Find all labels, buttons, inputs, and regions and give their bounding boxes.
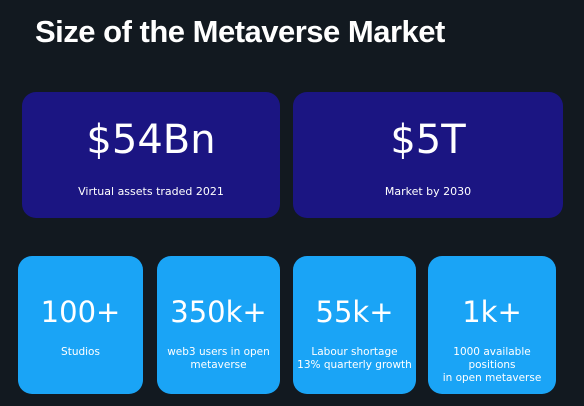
stat-label-line: Virtual assets traded 2021 (78, 185, 224, 198)
stat-label-line: Market by 2030 (384, 185, 472, 198)
stat-label-line: 1000 available positions (453, 346, 531, 371)
stat-label: Studios (22, 346, 139, 359)
stat-label: Labour shortage 13% quarterly growth (297, 346, 412, 372)
small-stat-card: 55k+ Labour shortage 13% quarterly growth (293, 256, 416, 394)
stat-value: $54Bn (86, 117, 216, 163)
stat-label-line: 13% quarterly growth (297, 359, 412, 371)
stat-value: 100+ (40, 295, 121, 329)
stat-value: 1k+ (462, 295, 522, 329)
small-stat-card: 1k+ 1000 available positions in open metav… (428, 256, 556, 394)
small-stat-card: 350k+ web3 users in open metaverse (157, 256, 280, 394)
stat-value: $5T (390, 117, 466, 163)
stat-label-line: metaverse (190, 359, 247, 371)
big-stat-card: $5T Market by 2030 (293, 92, 563, 218)
stat-label-line: Labour shortage (311, 346, 398, 358)
stat-label: 1000 available positions in open metavers… (432, 346, 552, 385)
stat-value: 350k+ (170, 295, 267, 329)
big-stat-card: $54Bn Virtual assets traded 2021 (22, 92, 280, 218)
page-title: Size of the Metaverse Market (35, 14, 445, 49)
small-stat-card: 100+ Studios (18, 256, 143, 394)
stat-label-line: web3 users in open (167, 346, 270, 358)
stat-label: web3 users in open metaverse (161, 346, 276, 372)
stat-label: Virtual assets traded 2021 (22, 185, 280, 199)
stat-label: Market by 2030 (293, 185, 563, 199)
stat-label-line: in open metaverse (442, 372, 542, 384)
stat-value: 55k+ (315, 295, 394, 329)
stat-label-line: Studios (61, 346, 100, 358)
